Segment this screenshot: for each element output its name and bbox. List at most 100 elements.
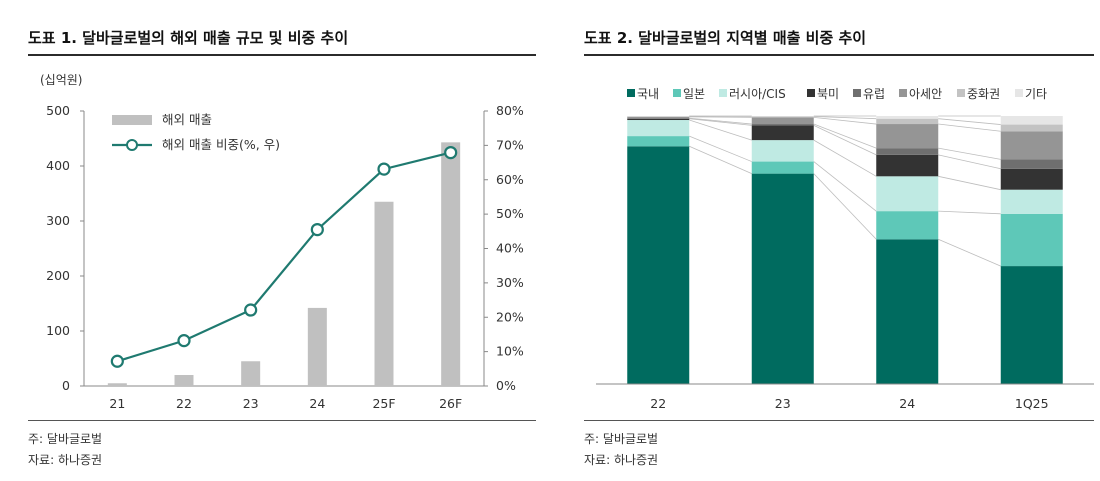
legend-label: 유럽 (863, 87, 885, 101)
stack-segment (876, 154, 939, 177)
stack-segment (1000, 116, 1063, 125)
chart-note: 주: 달바글로벌 (28, 432, 103, 446)
y-right-tick-label: 40% (496, 241, 524, 256)
legend-label: 기타 (1025, 87, 1047, 101)
legend-swatch (957, 89, 965, 97)
y-left-tick-label: 500 (46, 103, 70, 118)
legend-label-overseas-share: 해외 매출 비중(%, 우) (162, 137, 280, 152)
legend-swatch-overseas-sales (112, 115, 152, 125)
legend-label-overseas-sales: 해외 매출 (162, 112, 212, 127)
bar-overseas-sales (441, 142, 461, 386)
stack-segment (751, 117, 814, 125)
stack-segment (751, 140, 814, 162)
stack-segment (627, 120, 690, 137)
chart-title: 도표 2. 달바글로벌의 지역별 매출 비중 추이 (584, 29, 867, 47)
stack-segment (876, 116, 939, 119)
bar-overseas-sales (241, 361, 261, 386)
legend-swatch (807, 89, 815, 97)
y-right-tick-label: 0% (496, 378, 516, 393)
connector-line (938, 147, 1001, 160)
y-right-tick-label: 30% (496, 275, 524, 290)
connector-line (689, 135, 752, 162)
regional-mix-chart: 국내 일본 러시아/CIS 북미 유럽 아세안 중화권 기타 22 23 24 1Q25 (596, 87, 1094, 411)
connector-line (938, 154, 1001, 170)
bar-overseas-sales (174, 375, 194, 386)
stack-segment (1000, 131, 1063, 160)
stack-segment (1000, 159, 1063, 169)
connector-line (689, 145, 752, 174)
line-overseas-share (117, 151, 451, 363)
legend-swatch (899, 89, 907, 97)
stack-segment (751, 124, 814, 126)
stack-segment (751, 125, 814, 141)
y-right-tick-label: 50% (496, 206, 524, 221)
line-point-overseas-share (377, 162, 391, 176)
stack-segment (627, 146, 690, 384)
stack-segment (627, 118, 690, 119)
bar-overseas-sales (107, 383, 127, 386)
bar-overseas-sales (374, 201, 394, 386)
stack-segment (1000, 266, 1063, 384)
bottom-divider (28, 420, 536, 421)
stack-segment (627, 136, 690, 147)
connector-line (938, 118, 1001, 125)
connector-line (938, 238, 1001, 267)
stack-segment (1000, 189, 1063, 214)
connector-line (813, 123, 877, 149)
legend-swatch (673, 89, 681, 97)
y-left-tick-label: 100 (46, 323, 70, 338)
stack-segment (627, 116, 690, 119)
line-point-overseas-share (177, 334, 191, 348)
y-right-tick-label: 20% (496, 309, 524, 324)
stack-segment (627, 118, 690, 121)
legend-label: 북미 (817, 87, 839, 101)
stack-segment (1000, 168, 1063, 190)
y-unit-label: (십억원) (40, 73, 82, 87)
connector-line (813, 161, 877, 212)
stack-segment (751, 116, 814, 118)
y-left-tick-label: 400 (46, 158, 70, 173)
connector-line (689, 118, 752, 126)
stack-segment (876, 239, 939, 384)
line-point-overseas-share (310, 222, 324, 237)
chart-panel-overseas-sales: 도표 1. 달바글로벌의 해외 매출 규모 및 비중 추이 (십억원) 0 100 2… (28, 29, 536, 467)
connector-line (938, 210, 1001, 215)
legend-label: 국내 (637, 87, 659, 101)
legend-swatch (1015, 89, 1023, 97)
legend-swatch (627, 89, 635, 97)
chart-note: 주: 달바글로벌 (584, 432, 659, 446)
connector-line (938, 175, 1001, 191)
stack-segment (627, 116, 690, 117)
stack-segment (876, 176, 939, 212)
y-left-tick-label: 0 (62, 378, 70, 393)
y-left-tick-label: 300 (46, 213, 70, 228)
x-tick-label: 26F (439, 396, 462, 411)
x-tick-label: 21 (109, 396, 125, 411)
connector-line (689, 117, 752, 125)
line-point-overseas-share (444, 145, 458, 160)
bottom-divider (584, 420, 1094, 421)
chart-source: 자료: 하나증권 (584, 453, 659, 467)
y-right-tick-label: 80% (496, 103, 524, 118)
connector-line (813, 116, 877, 120)
y-right-tick-label: 70% (496, 137, 524, 152)
title-divider (584, 54, 1094, 56)
y-right-tick-label: 10% (496, 344, 524, 359)
stack-segment (876, 211, 939, 240)
connector-line (813, 116, 877, 125)
connector-line (689, 116, 752, 118)
stack-segment (751, 173, 814, 384)
y-left-tick-label: 200 (46, 268, 70, 283)
x-tick-label: 1Q25 (1015, 396, 1049, 411)
legend-label: 아세안 (909, 87, 942, 101)
chart-title: 도표 1. 달바글로벌의 해외 매출 규모 및 비중 추이 (28, 29, 349, 47)
x-tick-label: 23 (243, 396, 259, 411)
connector-line (813, 125, 877, 156)
connector-line (813, 139, 877, 177)
stack-segment (1000, 124, 1063, 132)
x-tick-label: 25F (372, 396, 395, 411)
legend-label: 일본 (683, 87, 705, 101)
stack-segment (751, 116, 814, 117)
overseas-sales-chart: (십억원) 0 100 200 300 400 500 0% 10% 20% 30% 40% 50% 60… (40, 73, 524, 411)
stack-segment (1000, 213, 1063, 267)
